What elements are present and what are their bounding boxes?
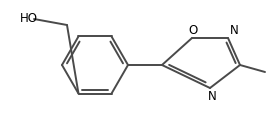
Text: O: O — [189, 24, 198, 37]
Text: HO: HO — [20, 12, 38, 25]
Text: N: N — [208, 90, 217, 103]
Text: N: N — [230, 24, 239, 37]
